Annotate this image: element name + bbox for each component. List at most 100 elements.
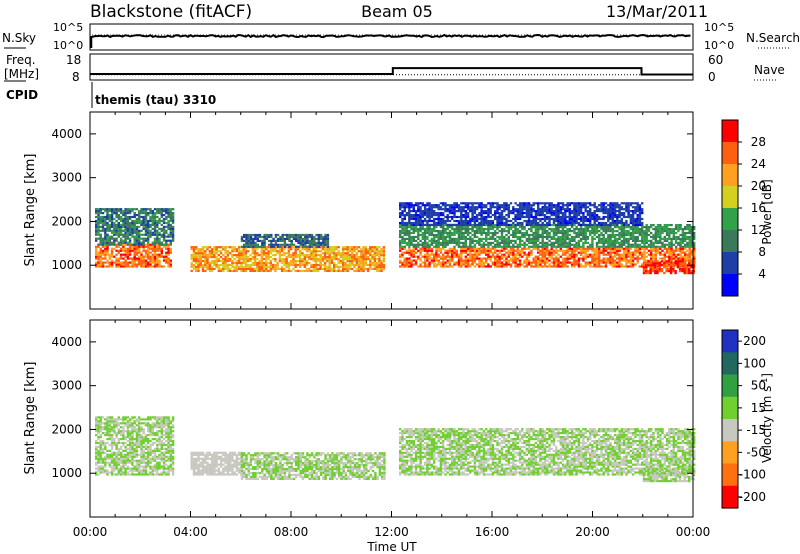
heatmap-cell: [442, 204, 445, 207]
heatmap-cell: [417, 214, 420, 217]
heatmap-cell: [312, 252, 315, 255]
heatmap-cell: [135, 259, 139, 262]
heatmap-cell: [412, 263, 415, 266]
heatmap-cell: [122, 243, 125, 246]
heatmap-cell: [215, 265, 218, 268]
heatmap-cell: [110, 217, 114, 221]
heatmap-cell: [281, 237, 284, 240]
heatmap-cell: [285, 265, 288, 268]
heatmap-cell: [518, 235, 522, 239]
heatmap-cell: [577, 261, 581, 264]
heatmap-cell: [487, 202, 490, 205]
heatmap-cell: [446, 255, 449, 258]
heatmap-cell: [586, 253, 590, 256]
heatmap-cell: [101, 237, 105, 240]
heatmap-cell: [99, 251, 102, 254]
heatmap-cell: [217, 250, 220, 253]
heatmap-cell: [525, 265, 529, 268]
heatmap-cell: [428, 253, 431, 256]
heatmap-cell: [464, 241, 467, 244]
heatmap-cell: [210, 254, 214, 257]
heatmap-cell: [119, 261, 123, 264]
freq-panel-frame: [89, 53, 694, 81]
heatmap-cell: [165, 229, 168, 232]
heatmap-cell: [362, 252, 365, 255]
heatmap-cell: [505, 204, 508, 207]
heatmap-cell: [126, 208, 130, 211]
heatmap-cell: [541, 235, 544, 239]
heatmap-cell: [399, 224, 402, 227]
heatmap-cell: [636, 255, 639, 258]
heatmap-cell: [570, 261, 574, 264]
heatmap-cell: [403, 230, 406, 233]
heatmap-cell: [322, 239, 325, 242]
heatmap-cell: [586, 237, 590, 240]
heatmap-cell: [171, 229, 175, 232]
heatmap-cell: [686, 253, 689, 256]
heatmap-cell: [629, 261, 633, 264]
heatmap-cell: [451, 259, 454, 262]
heatmap-cell: [122, 225, 125, 228]
heatmap-cell: [353, 269, 356, 272]
heatmap-cell: [641, 263, 644, 266]
heatmap-cell: [548, 239, 551, 242]
heatmap-cell: [219, 246, 223, 249]
heatmap-cell: [231, 246, 234, 249]
heatmap-cell: [142, 243, 145, 246]
heatmap-cell: [566, 237, 569, 240]
heatmap-cell: [451, 206, 454, 209]
heatmap-cell: [283, 245, 287, 248]
heatmap-cell: [419, 247, 422, 250]
heatmap-cell: [457, 230, 461, 233]
heatmap-cell: [550, 208, 553, 211]
heatmap-cell: [138, 243, 141, 246]
heatmap-cell: [437, 243, 440, 246]
heatmap-cell: [473, 255, 477, 258]
heatmap-cell: [609, 259, 612, 262]
heatmap-cell: [498, 230, 501, 233]
heatmap-cell: [95, 227, 98, 230]
heatmap-cell: [242, 265, 245, 268]
heatmap-cell: [457, 261, 461, 264]
heatmap-cell: [101, 253, 105, 256]
heatmap-cell: [561, 226, 565, 229]
heatmap-cell: [527, 245, 531, 248]
heatmap-cell: [670, 261, 673, 264]
heatmap-cell: [579, 257, 583, 260]
heatmap-cell: [267, 250, 270, 253]
heatmap-cell: [512, 245, 515, 248]
heatmap-cell: [491, 253, 495, 256]
heatmap-cell: [573, 237, 576, 240]
heatmap-cell: [399, 247, 402, 250]
heatmap-cell: [500, 253, 504, 256]
heatmap-cell: [471, 245, 474, 248]
heatmap-cell: [140, 233, 143, 236]
heatmap-cell: [210, 248, 214, 251]
heatmap-cell: [423, 255, 427, 258]
heatmap-cell: [498, 215, 501, 219]
heatmap-cell: [399, 249, 402, 252]
heatmap-cell: [346, 259, 349, 263]
heatmap-cell: [346, 267, 349, 270]
heatmap-cell: [600, 245, 603, 248]
heatmap-cell: [650, 253, 653, 256]
heatmap-cell: [498, 204, 501, 207]
heatmap-cell: [312, 263, 315, 267]
heatmap-cell: [126, 223, 130, 226]
heatmap-cell: [475, 214, 479, 217]
heatmap-cell: [489, 221, 492, 225]
heatmap-cell: [464, 219, 467, 223]
heatmap-cell: [575, 214, 578, 217]
heatmap-cell: [126, 237, 130, 240]
heatmap-cell: [144, 253, 148, 256]
heatmap-cell: [555, 212, 558, 215]
heatmap-cell: [117, 245, 120, 248]
heatmap-cell: [287, 263, 291, 267]
heatmap-cell: [555, 226, 558, 229]
heatmap-cell: [485, 257, 488, 260]
heatmap-cell: [541, 243, 544, 246]
heatmap-cell: [464, 261, 467, 264]
heatmap-cell: [566, 206, 569, 209]
heatmap-cell: [435, 257, 438, 260]
heatmap-cell: [464, 223, 467, 226]
